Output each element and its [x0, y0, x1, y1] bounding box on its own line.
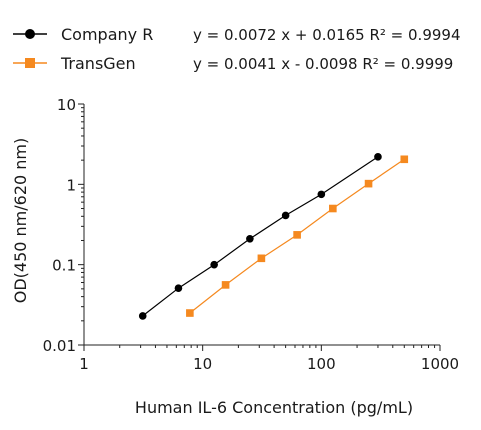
plot-area	[138, 153, 409, 320]
regression-equation: y = 0.0072 x + 0.0165 R² = 0.9994	[193, 26, 461, 44]
data-point	[174, 284, 183, 292]
data-point	[293, 231, 301, 239]
series-1	[186, 155, 409, 317]
regression-equation: y = 0.0041 x - 0.0098 R² = 0.9999	[193, 55, 453, 73]
data-point	[246, 234, 254, 243]
legend: Company R y = 0.0072 x + 0.0165 R² = 0.99…	[13, 25, 461, 73]
y-tick-label: 1	[66, 176, 76, 194]
series-0	[138, 153, 382, 320]
data-point	[221, 281, 230, 289]
x-tick-label: 1000	[421, 355, 459, 373]
x-axis-title: Human IL-6 Concentration (pg/mL)	[135, 398, 413, 417]
data-point	[210, 260, 218, 269]
y-tick-label: 0.01	[43, 337, 76, 355]
data-point	[400, 155, 409, 164]
data-point	[364, 179, 373, 188]
data-point	[374, 153, 382, 161]
legend-item-1: TransGen y = 0.0041 x - 0.0098 R² = 0.999…	[13, 54, 453, 73]
legend-marker	[25, 58, 35, 68]
data-point	[281, 211, 290, 220]
data-point	[257, 254, 266, 263]
x-tick-label: 1	[79, 355, 89, 373]
data-point	[317, 190, 326, 199]
x-tick-label: 10	[193, 355, 212, 373]
series-line	[142, 156, 379, 317]
data-point	[329, 204, 337, 213]
x-tick-label: 100	[307, 355, 336, 373]
data-point	[186, 309, 194, 317]
axes: 0.01 0.1 1 10 1 10 100 1000 Human IL-6 Concentra…	[11, 96, 459, 417]
data-point	[138, 312, 147, 320]
y-axis-title: OD(450 nm/620 nm)	[11, 138, 30, 304]
legend-label: TransGen	[60, 54, 136, 73]
y-tick-label: 0.1	[52, 257, 76, 275]
legend-label: Company R	[61, 25, 153, 44]
legend-marker	[25, 29, 35, 39]
legend-item-0: Company R y = 0.0072 x + 0.0165 R² = 0.99…	[13, 25, 461, 44]
y-tick-label: 10	[57, 96, 76, 114]
